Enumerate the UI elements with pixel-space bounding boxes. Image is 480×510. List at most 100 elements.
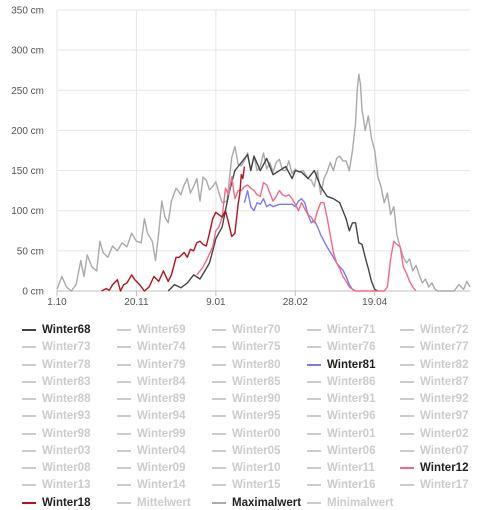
legend-item-winter07[interactable]: Winter07 (400, 444, 468, 458)
legend-item-winter01[interactable]: Winter01 (307, 427, 375, 441)
legend-item-winter93[interactable]: Winter93 (22, 409, 90, 423)
legend-label: Winter13 (42, 479, 91, 492)
legend-item-winter11[interactable]: Winter11 (307, 461, 375, 475)
legend-item-winter89[interactable]: Winter89 (117, 392, 185, 406)
legend-label: Mittelwert (137, 496, 191, 509)
legend-item-winter18[interactable]: Winter18 (22, 496, 90, 510)
legend-swatch (307, 398, 321, 400)
legend-item-winter90[interactable]: Winter90 (212, 392, 280, 406)
series-line-winter81 (243, 189, 356, 292)
legend-item-winter82[interactable]: Winter82 (400, 358, 468, 372)
legend-item-winter99[interactable]: Winter99 (117, 427, 185, 441)
legend-label: Winter73 (42, 341, 91, 354)
x-tick-label: 9.01 (206, 297, 226, 308)
legend-swatch (212, 363, 226, 366)
legend-label: Winter84 (137, 375, 186, 388)
legend-item-winter00[interactable]: Winter00 (212, 427, 280, 441)
legend-swatch (212, 467, 226, 469)
legend-item-winter06[interactable]: Winter06 (307, 444, 375, 458)
legend-item-winter74[interactable]: Winter74 (117, 340, 185, 354)
legend-item-winter13[interactable]: Winter13 (22, 478, 90, 492)
legend-item-winter69[interactable]: Winter69 (117, 323, 185, 337)
legend-item-winter98[interactable]: Winter98 (22, 427, 90, 441)
legend-label: Winter89 (137, 393, 186, 405)
legend-item-winter77[interactable]: Winter77 (400, 340, 468, 354)
legend-item-winter04[interactable]: Winter04 (117, 444, 185, 458)
legend-item-winter94[interactable]: Winter94 (117, 409, 185, 423)
legend-item-winter03[interactable]: Winter03 (22, 444, 90, 458)
legend-swatch (212, 346, 226, 349)
legend-swatch (22, 380, 36, 383)
legend-label: Winter72 (420, 324, 469, 336)
legend-item-winter10[interactable]: Winter10 (212, 461, 280, 475)
legend-item-winter96[interactable]: Winter96 (307, 409, 375, 423)
legend-item-winter08[interactable]: Winter08 (22, 461, 90, 475)
legend-swatch (22, 467, 36, 469)
legend-item-winter95[interactable]: Winter95 (212, 409, 280, 423)
legend-label: Winter11 (327, 462, 375, 474)
legend-label: Winter09 (137, 462, 186, 474)
legend-item-winter81[interactable]: Winter81 (307, 358, 375, 372)
legend-item-winter86[interactable]: Winter86 (307, 375, 375, 389)
snow-depth-chart: 0 cm 50 cm 100 cm 150 cm 200 cm 250 cm 300 cm 3… (11, 6, 471, 308)
legend-label: Winter15 (232, 479, 281, 492)
legend-swatch (212, 449, 226, 452)
legend-swatch (307, 501, 321, 504)
legend-label: Winter71 (327, 324, 376, 336)
legend-item-winter75[interactable]: Winter75 (212, 340, 280, 354)
legend-item-winter84[interactable]: Winter84 (117, 375, 185, 389)
legend-swatch (400, 432, 414, 435)
legend-item-winter17[interactable]: Winter17 (400, 478, 468, 492)
legend-item-winter80[interactable]: Winter80 (212, 358, 280, 372)
legend-swatch (22, 329, 36, 331)
legend-item-winter88[interactable]: Winter88 (22, 392, 90, 406)
legend-item-winter15[interactable]: Winter15 (212, 478, 280, 492)
legend-item-winter73[interactable]: Winter73 (22, 340, 90, 354)
legend-label: Winter75 (232, 341, 281, 354)
legend-label: Winter97 (420, 410, 469, 423)
legend-item-minimalwert[interactable]: Minimalwert (307, 496, 393, 510)
legend-swatch (400, 398, 414, 400)
legend-label: Winter90 (232, 393, 281, 405)
legend-swatch (117, 432, 131, 435)
legend-item-winter97[interactable]: Winter97 (400, 409, 468, 423)
legend-label: Winter96 (327, 410, 376, 423)
legend-label: Winter94 (137, 410, 186, 423)
legend-item-winter76[interactable]: Winter76 (307, 340, 375, 354)
legend-item-mittelwert[interactable]: Mittelwert (117, 496, 191, 510)
legend-label: Winter07 (420, 444, 469, 457)
legend-swatch (117, 415, 131, 418)
legend-item-winter05[interactable]: Winter05 (212, 444, 280, 458)
legend-label: Winter02 (420, 427, 469, 440)
legend-item-winter09[interactable]: Winter09 (117, 461, 185, 475)
legend-label: Winter74 (137, 341, 186, 354)
series-line-maximalwert (56, 73, 471, 292)
legend-item-winter92[interactable]: Winter92 (400, 392, 468, 406)
legend-item-winter12[interactable]: Winter12 (400, 461, 468, 475)
legend-item-winter87[interactable]: Winter87 (400, 375, 468, 389)
legend-swatch (117, 329, 131, 331)
y-tick-label: 350 cm (11, 6, 44, 17)
legend-item-winter78[interactable]: Winter78 (22, 358, 90, 372)
legend-item-winter68[interactable]: Winter68 (22, 323, 90, 337)
legend-item-winter91[interactable]: Winter91 (307, 392, 375, 406)
legend-swatch (117, 398, 131, 400)
y-tick-label: 150 cm (11, 166, 44, 177)
legend-item-winter85[interactable]: Winter85 (212, 375, 280, 389)
legend-swatch (22, 346, 36, 349)
legend-swatch (212, 501, 226, 504)
legend-item-winter70[interactable]: Winter70 (212, 323, 280, 337)
legend-item-winter14[interactable]: Winter14 (117, 478, 185, 492)
legend-item-maximalwert[interactable]: Maximalwert (212, 496, 301, 510)
legend-item-winter16[interactable]: Winter16 (307, 478, 375, 492)
legend-label: Winter68 (42, 324, 91, 336)
legend-item-winter71[interactable]: Winter71 (307, 323, 375, 337)
legend-item-winter72[interactable]: Winter72 (400, 323, 468, 337)
legend-item-winter83[interactable]: Winter83 (22, 375, 90, 389)
legend-item-winter79[interactable]: Winter79 (117, 358, 185, 372)
legend-label: Winter69 (137, 324, 186, 336)
legend-swatch (117, 467, 131, 469)
legend-swatch (117, 380, 131, 383)
legend-item-winter02[interactable]: Winter02 (400, 427, 468, 441)
legend-swatch (22, 501, 36, 504)
